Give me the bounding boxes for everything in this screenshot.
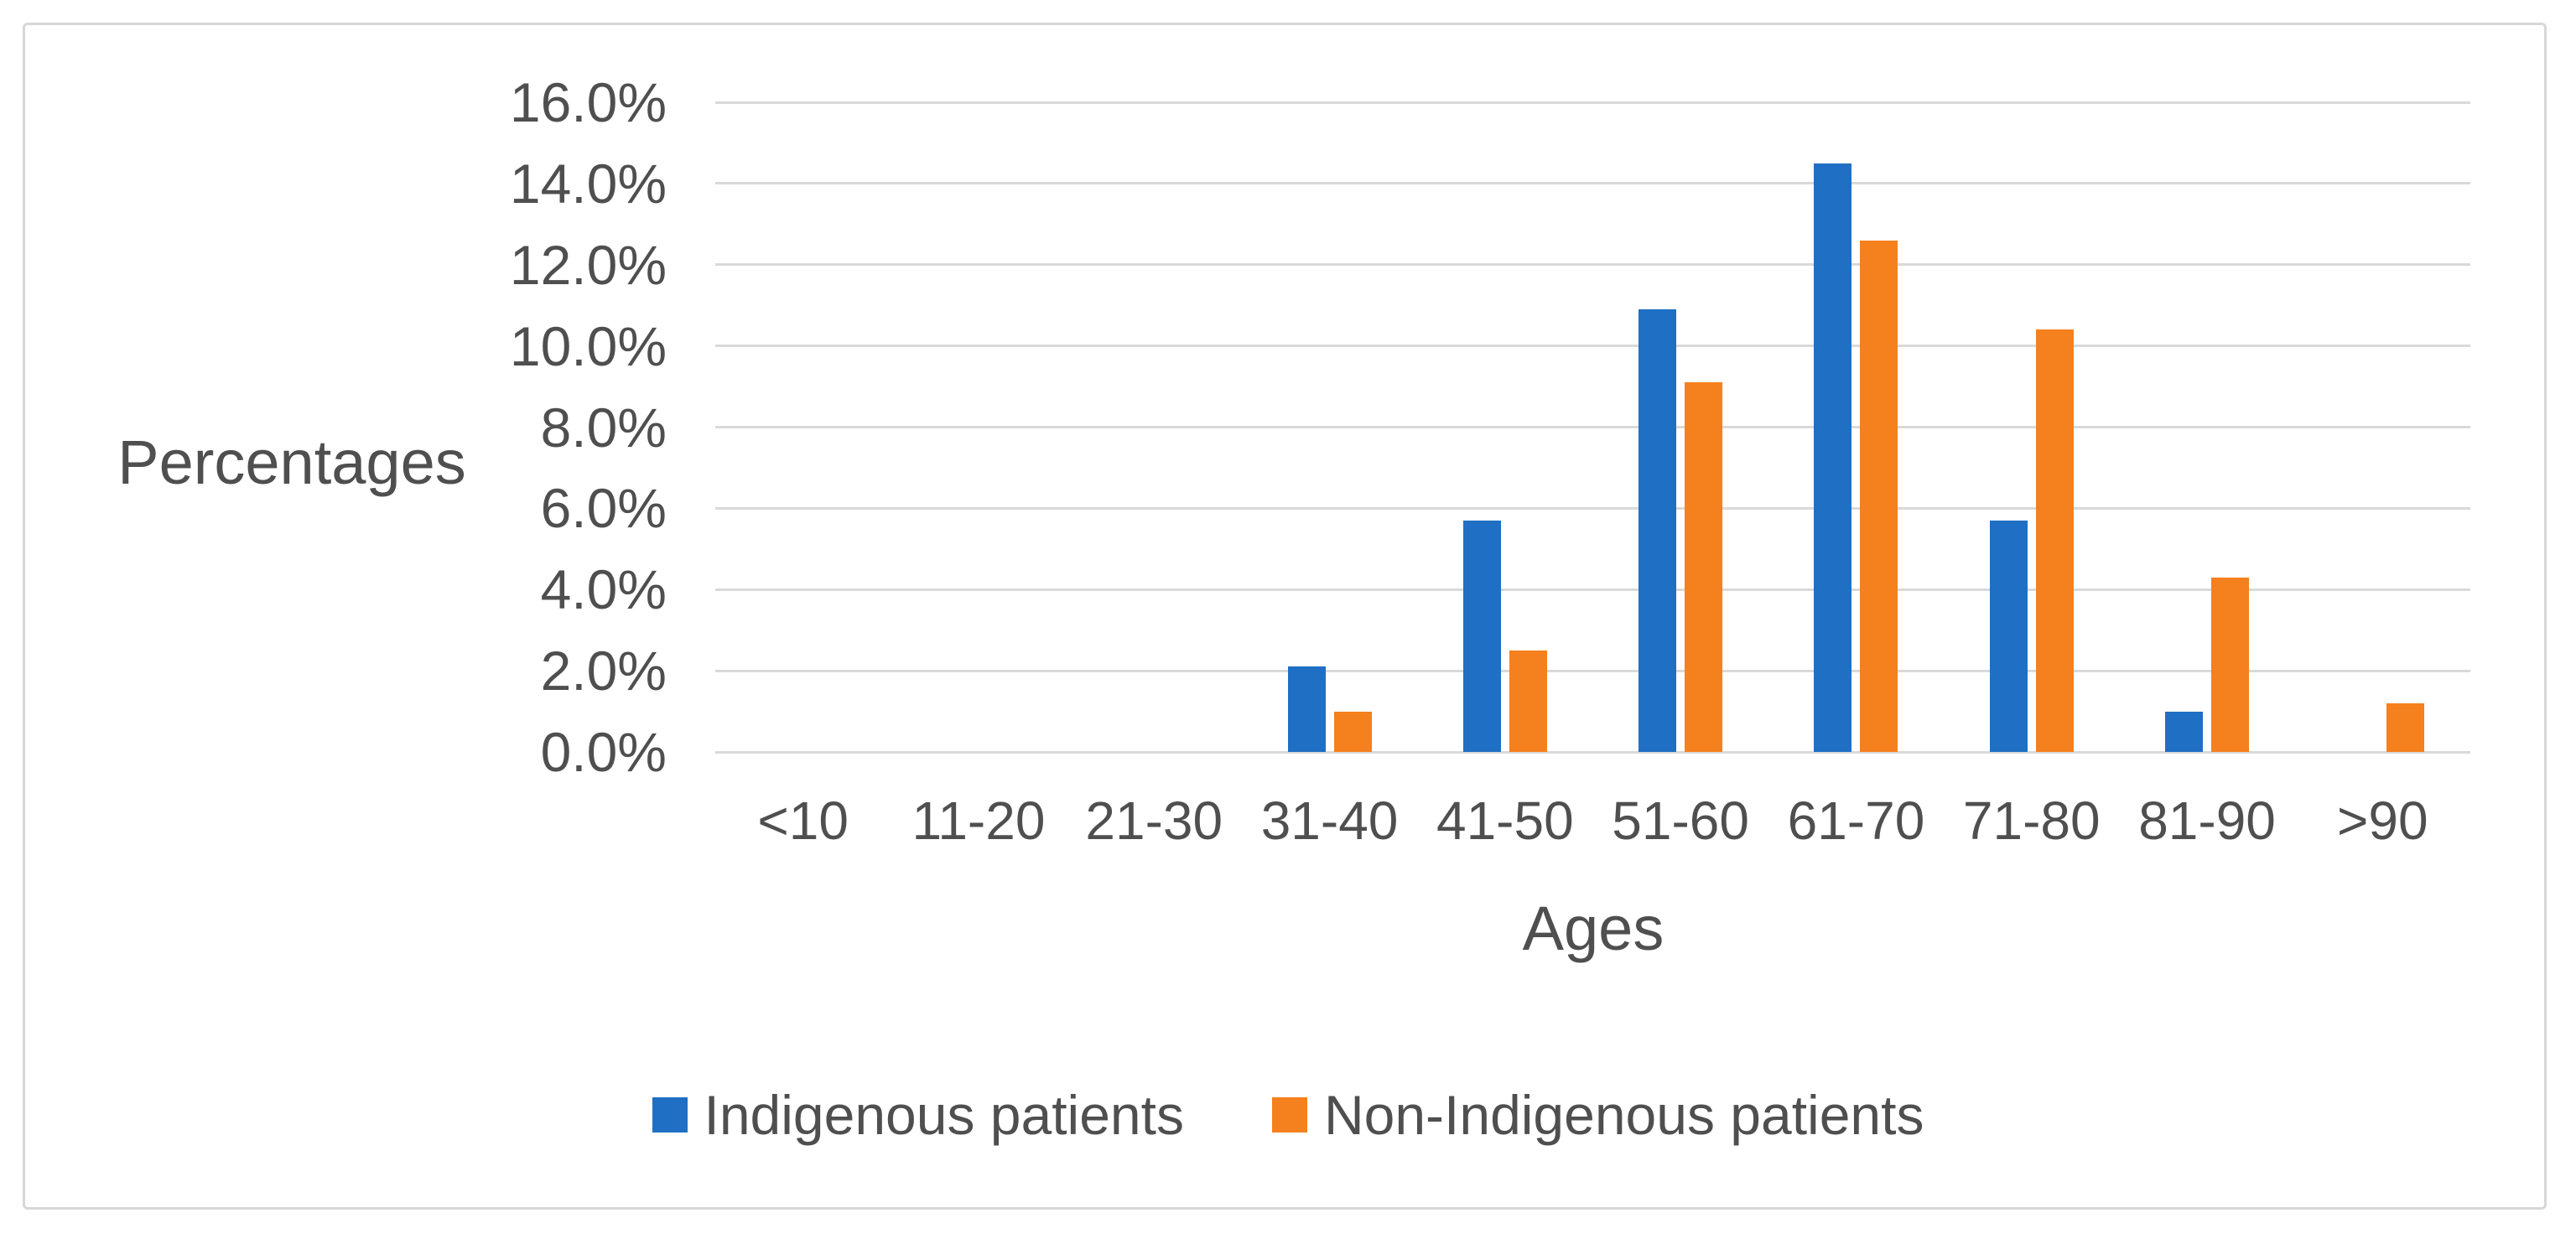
x-axis-tick-label: 71-80 bbox=[1962, 790, 2101, 851]
figure-border bbox=[23, 23, 2547, 1210]
gridline bbox=[715, 182, 2470, 185]
bar-indigenous bbox=[1462, 520, 1501, 752]
x-axis-tick-label: 11-20 bbox=[911, 790, 1046, 851]
x-axis-tick-label: >90 bbox=[2337, 790, 2428, 851]
y-axis-tick-label: 2.0% bbox=[540, 640, 667, 702]
bar-non-indigenous bbox=[1333, 711, 1372, 752]
gridline bbox=[715, 750, 2470, 754]
x-axis-tick-label: 51-60 bbox=[1612, 790, 1749, 851]
legend-label: Non-Indigenous patients bbox=[1323, 1084, 1924, 1146]
legend-item: Non-Indigenous patients bbox=[1271, 1083, 1924, 1147]
legend: Indigenous patients Non-Indigenous patien… bbox=[0, 1080, 2576, 1150]
gridline bbox=[715, 426, 2470, 428]
y-axis-tick-label: 6.0% bbox=[540, 477, 667, 540]
bar-indigenous bbox=[1639, 309, 1677, 752]
gridline bbox=[715, 263, 2470, 267]
bar-non-indigenous bbox=[1860, 240, 1898, 752]
y-axis-tick-label: 14.0% bbox=[509, 152, 667, 215]
x-axis-tick-label: 81-90 bbox=[2138, 790, 2276, 851]
bar-non-indigenous bbox=[2035, 329, 2074, 752]
gridline bbox=[715, 101, 2470, 104]
x-axis-tick-label: 31-40 bbox=[1260, 790, 1399, 851]
y-axis-tick-label: 12.0% bbox=[509, 233, 667, 296]
bar-non-indigenous bbox=[2211, 577, 2250, 752]
bar-indigenous bbox=[1287, 666, 1326, 752]
y-axis-tick-label: 8.0% bbox=[540, 396, 667, 459]
legend-item: Indigenous patients bbox=[652, 1083, 1184, 1147]
y-axis-tick-label: 4.0% bbox=[540, 558, 667, 621]
bar-indigenous bbox=[1814, 163, 1852, 752]
gridline bbox=[715, 506, 2470, 510]
legend-label: Indigenous patients bbox=[704, 1084, 1184, 1146]
gridline bbox=[715, 588, 2470, 591]
y-axis-tick-label: 0.0% bbox=[540, 721, 667, 783]
bar-non-indigenous bbox=[1509, 650, 1547, 752]
x-axis-tick-label: <10 bbox=[757, 790, 849, 851]
bar-indigenous bbox=[2165, 711, 2204, 752]
y-axis-tick-label: 16.0% bbox=[509, 71, 667, 133]
legend-swatch-icon bbox=[652, 1097, 688, 1133]
bar-indigenous bbox=[1989, 520, 2028, 752]
gridline bbox=[715, 345, 2470, 348]
x-axis-tick-label: 41-50 bbox=[1436, 790, 1574, 851]
legend-swatch-icon bbox=[1271, 1097, 1307, 1133]
x-axis-tick-label: 61-70 bbox=[1787, 790, 1925, 851]
gridline bbox=[715, 669, 2470, 672]
y-axis-tick-label: 10.0% bbox=[509, 314, 667, 377]
bar-non-indigenous bbox=[2386, 702, 2425, 752]
x-axis-tick-label: 21-30 bbox=[1085, 790, 1223, 851]
y-axis-title: Percentages bbox=[117, 428, 466, 497]
x-axis-title: Ages bbox=[1522, 894, 1665, 963]
bar-non-indigenous bbox=[1685, 382, 1723, 752]
